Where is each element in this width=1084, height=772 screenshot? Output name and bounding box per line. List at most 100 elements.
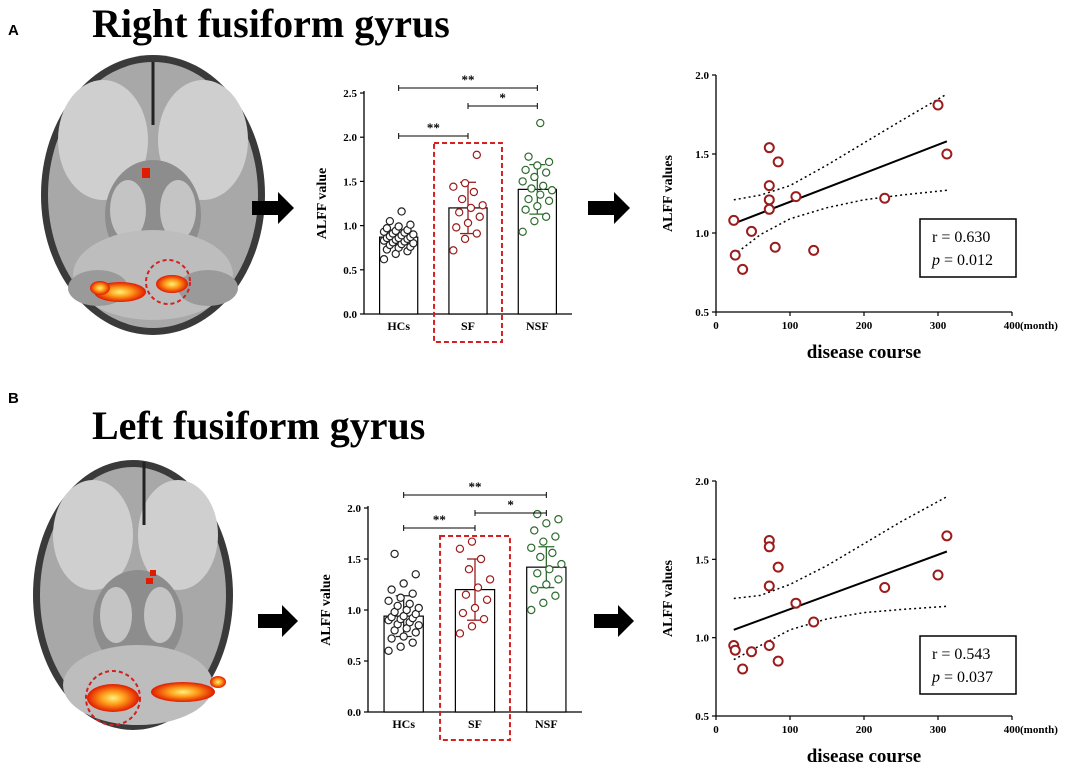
data-point (729, 644, 741, 656)
data-point (790, 191, 802, 203)
data-point (763, 580, 775, 592)
data-point (467, 537, 477, 546)
y-tick-label: 1.0 (695, 228, 709, 240)
data-point (539, 598, 548, 608)
data-point (533, 161, 542, 170)
scatter-plot-right: 0.5 1.0 1.5 2.0 0 100 200 300 400 (month) disease … (661, 70, 1058, 363)
stats-box (919, 635, 1017, 695)
data-point (763, 194, 775, 206)
y-tick-label: 0.5 (695, 711, 709, 723)
data-point (479, 614, 489, 624)
data-point (472, 150, 481, 160)
data-point (476, 554, 486, 564)
data-point (737, 663, 749, 675)
data-point (548, 548, 557, 558)
x-axis-label: disease course (807, 342, 922, 363)
data-point (393, 601, 402, 611)
data-point (384, 646, 393, 656)
brain-image-left (33, 460, 233, 730)
category-label: NSF (535, 717, 558, 731)
data-point (397, 207, 406, 216)
data-point (527, 184, 536, 193)
data-point (737, 263, 749, 275)
data-point (455, 544, 465, 554)
data-point (469, 187, 479, 197)
data-point (545, 565, 554, 574)
x-unit-label: (month) (1020, 724, 1058, 736)
confidence-band-upper (733, 496, 948, 600)
y-tick-label: 2.0 (347, 503, 361, 515)
data-point (452, 223, 461, 232)
significance-label: * (507, 497, 514, 512)
p-symbol: p (931, 252, 940, 269)
category-label: HCs (392, 717, 415, 731)
data-point (536, 190, 545, 199)
y-tick-label: 1.0 (347, 605, 361, 617)
data-point (763, 203, 775, 215)
arrow-icon (594, 605, 634, 637)
data-point (472, 229, 481, 238)
data-point (533, 201, 542, 211)
data-point (457, 194, 467, 204)
data-point (542, 519, 551, 528)
data-point (941, 530, 953, 542)
x-tick-label: 200 (856, 724, 873, 736)
x-axis-label: disease course (807, 746, 922, 767)
data-point (746, 225, 758, 237)
data-point (544, 196, 554, 206)
data-point (385, 216, 395, 226)
data-point (379, 254, 389, 264)
data-point (390, 549, 399, 559)
data-point (408, 589, 417, 598)
brain-image-right (41, 55, 265, 335)
category-label: SF (468, 717, 482, 731)
data-point (551, 532, 560, 541)
data-point (466, 203, 476, 213)
data-point (557, 559, 566, 569)
p-number: = 0.037 (940, 669, 993, 686)
data-point (536, 552, 545, 562)
scatter-plot-left: 0.5 1.0 1.5 2.0 0 100 200 300 400 (month) disease … (661, 476, 1058, 767)
y-axis-label: ALFF values (661, 155, 676, 232)
data-point (414, 603, 423, 613)
data-point (772, 655, 784, 667)
data-point (387, 634, 396, 643)
x-tick-label: 400 (1004, 320, 1021, 332)
confidence-band-upper (733, 93, 948, 201)
y-axis-label: ALFF value (315, 168, 330, 239)
significance-label: * (499, 90, 506, 105)
y-tick-label: 2.0 (695, 70, 709, 82)
x-tick-label: 300 (930, 320, 947, 332)
data-point (536, 118, 545, 128)
data-point (521, 165, 530, 175)
x-tick-label: 0 (713, 724, 719, 736)
data-point (551, 591, 560, 600)
data-point (475, 212, 484, 221)
data-point (394, 222, 403, 231)
data-point (808, 616, 820, 628)
data-point (399, 579, 408, 588)
highlight-box (433, 142, 503, 343)
y-tick-label: 0.0 (343, 309, 357, 321)
x-tick-label: 100 (782, 320, 799, 332)
data-point (769, 241, 781, 253)
y-tick-label: 1.5 (695, 149, 709, 161)
data-point (449, 182, 458, 191)
data-point (527, 605, 536, 615)
p-symbol: p (931, 669, 940, 686)
y-tick-label: 0.5 (343, 265, 357, 277)
p-number: = 0.012 (940, 252, 993, 269)
confidence-band-lower (733, 605, 947, 661)
data-point (387, 585, 396, 594)
data-point (408, 638, 417, 647)
data-point (455, 629, 465, 638)
significance-label: ** (427, 120, 440, 135)
data-point (542, 580, 551, 589)
y-tick-label: 2.5 (343, 88, 357, 100)
panel-b-title: Left fusiform gyrus (92, 403, 426, 448)
data-point (414, 621, 423, 630)
data-point (729, 249, 741, 261)
data-point (455, 208, 464, 217)
